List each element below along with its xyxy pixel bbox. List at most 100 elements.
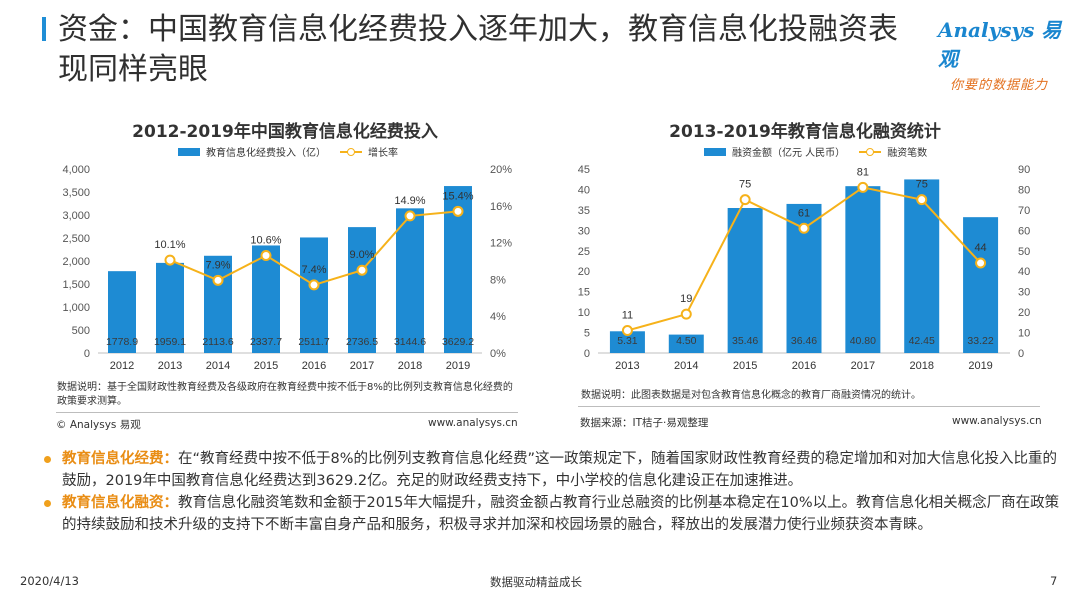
line-value-label: 9.0% [349,249,374,261]
x-tick-label: 2017 [350,360,374,372]
bar-value-label: 1959.1 [154,336,186,348]
line-point [212,274,224,286]
legend-bar-label: 教育信息化经费投入（亿） [206,148,326,159]
y-right-tick-label: 60 [1018,225,1030,237]
y-right-tick-label: 16% [490,201,512,213]
bullet-dot-icon [44,500,51,507]
y-right-tick-label: 10 [1018,328,1030,340]
footer-slogan: 数据驱动精益成长 [490,575,582,589]
x-tick-label: 2013 [158,360,182,372]
line-value-label: 11 [622,310,633,322]
y-left-tick-label: 500 [72,325,90,337]
right-source: 数据来源：IT桔子·易观整理 [580,417,709,429]
legend-bar-swatch [178,147,200,156]
y-left-tick-label: 15 [578,287,590,299]
line-value-label: 19 [680,293,692,305]
y-left-tick-label: 1,500 [62,279,90,291]
y-right-tick-label: 30 [1018,287,1030,299]
y-left-tick-label: 0 [84,348,90,360]
y-right-tick-label: 4% [490,311,506,323]
y-left-tick-label: 2,000 [62,256,90,268]
y-right-tick-label: 20% [490,164,512,176]
y-left-tick-label: 0 [584,348,590,360]
bar-value-label: 36.46 [791,335,817,347]
y-left-tick-label: 20 [578,266,590,278]
page-title: 资金：中国教育信息化经费投入逐年加大，教育信息化投融资表现同样亮眼 [58,12,898,87]
bar [252,245,280,353]
bar-value-label: 2113.6 [202,336,233,348]
bar-value-label: 42.45 [909,335,935,347]
y-left-tick-label: 4,000 [62,164,90,176]
left-chart: 0 500 1,000 1,500 2,000 2,500 3,000 3,500 4,000 0… [62,164,512,372]
bar [963,217,999,353]
bar-value-label: 2337.7 [250,336,282,348]
y-right-tick-label: 40 [1018,266,1030,278]
legend-line-label: 融资笔数 [887,148,928,159]
line-value-label: 81 [857,166,869,178]
legend-bar-swatch [704,147,726,156]
bullet-dot-icon [44,456,51,463]
left-divider [56,412,518,413]
bar-value-label: 5.31 [617,335,638,347]
legend-bar-label: 融资金额（亿元 人民币） [732,148,846,159]
bullet-item: 教育信息化融资：教育信息化融资笔数和金额于2015年大幅提升，融资金额占教育行业… [40,493,1060,536]
line-value-label: 7.4% [301,264,326,276]
right-chart-note: 数据说明：此图表数据是对包含教育信息化概念的教育厂商融资情况的统计。 [581,390,921,401]
bar [609,331,645,353]
y-left-tick-label: 3,000 [62,210,90,222]
bar-value-label: 2511.7 [298,336,329,348]
bar-value-label: 1778.9 [106,336,138,348]
bullet-text: 教育信息化融资笔数和金额于2015年大幅提升，融资金额占教育行业总融资的比例基本… [62,495,1060,533]
y-right-tick-label: 50 [1018,246,1030,258]
bar-value-label: 3629.2 [442,336,474,348]
left-website: www.analysys.cn [428,417,518,429]
bar [668,334,704,353]
right-chart-legend: 融资金额（亿元 人民币） 融资笔数 [704,144,927,159]
bar-value-label: 2736.5 [346,336,378,348]
bullet-text: 在“教育经费中按不低于8%的比例列支教育信息化经费”这一政策规定下，随着国家财政… [62,451,1058,489]
logo-slogan: 你要的数据能力 [950,78,1049,93]
line-point [356,264,368,276]
line-point [916,194,928,206]
x-tick-label: 2015 [254,360,278,372]
bar-value-label: 33.22 [967,335,993,347]
y-right-tick-label: 70 [1018,205,1030,217]
left-chart-title: 2012-2019年中国教育信息化经费投入 [132,122,438,142]
bar [845,186,881,353]
right-chart: 0 5 10 15 20 25 30 35 40 45 0 10 20 30 40 50 60 70 80 90 201… [578,164,1031,372]
y-left-tick-label: 3,500 [62,187,90,199]
y-left-tick-label: 40 [578,184,590,196]
line-value-label: 75 [916,179,928,191]
x-tick-label: 2012 [110,360,134,372]
bar-value-label: 35.46 [732,335,758,347]
x-tick-label: 2014 [206,360,230,372]
line-value-label: 10.1% [154,239,185,251]
line-point [739,194,751,206]
y-right-tick-label: 0% [490,348,506,360]
x-tick-label: 2018 [909,360,933,372]
brand-logo: Analysys 易观 你要的数据能力 [938,14,1068,93]
line-value-label: 14.9% [394,195,425,207]
y-left-tick-label: 2,500 [62,233,90,245]
x-tick-label: 2014 [674,360,698,372]
x-tick-label: 2016 [302,360,326,372]
y-left-tick-label: 5 [584,328,590,340]
bar [348,227,376,353]
x-tick-label: 2019 [968,360,992,372]
bar [204,255,232,353]
bar [108,271,136,353]
line-point [164,254,176,266]
bar [156,262,184,353]
title-accent-bar [42,17,46,41]
y-left-tick-label: 25 [578,246,590,258]
line-point [452,205,464,217]
line-point [680,308,692,320]
line-value-label: 7.9% [205,259,230,271]
y-right-tick-label: 80 [1018,184,1030,196]
line-value-label: 75 [739,179,751,191]
bullet-item: 教育信息化经费：在“教育经费中按不低于8%的比例列支教育信息化经费”这一政策规定… [40,449,1060,492]
y-right-tick-label: 8% [490,274,506,286]
y-left-tick-label: 1,000 [62,302,90,314]
line-point [308,279,320,291]
legend-line-label: 增长率 [368,148,398,159]
